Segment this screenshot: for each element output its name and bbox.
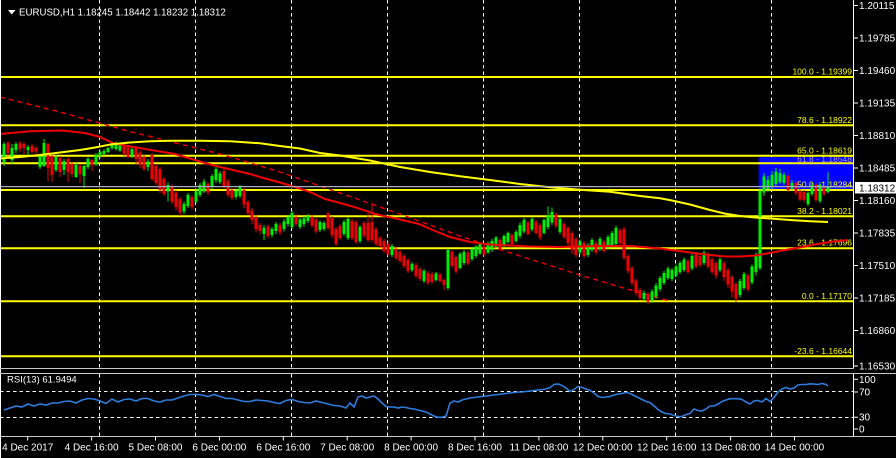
svg-text:0.0 - 1.17170: 0.0 - 1.17170	[802, 291, 852, 301]
svg-text:6 Dec 16:00: 6 Dec 16:00	[256, 443, 310, 454]
svg-text:1.16530: 1.16530	[859, 362, 896, 373]
svg-text:1.17835: 1.17835	[859, 229, 896, 240]
svg-text:38.2 - 1.18021: 38.2 - 1.18021	[797, 206, 852, 216]
svg-text:78.6 - 1.18922: 78.6 - 1.18922	[797, 115, 852, 125]
svg-text:4 Dec 16:00: 4 Dec 16:00	[65, 443, 119, 454]
svg-text:100: 100	[859, 375, 876, 386]
svg-text:RSI(13) 61.9494: RSI(13) 61.9494	[7, 375, 77, 386]
svg-text:14 Dec 00:00: 14 Dec 00:00	[765, 443, 825, 454]
svg-text:65.0 - 1.18619: 65.0 - 1.18619	[797, 145, 852, 155]
svg-text:1.16860: 1.16860	[859, 326, 896, 337]
svg-text:5 Dec 08:00: 5 Dec 08:00	[129, 443, 183, 454]
svg-text:4 Dec 2017: 4 Dec 2017	[2, 443, 54, 454]
svg-text:1.20115: 1.20115	[859, 1, 895, 12]
svg-text:EURUSD,H1 1.18245 1.18442 1.1: EURUSD,H1 1.18245 1.18442 1.18232 1.1831…	[19, 8, 226, 19]
svg-text:1.19135: 1.19135	[859, 99, 896, 110]
svg-text:1.19785: 1.19785	[859, 34, 896, 45]
svg-text:70: 70	[859, 388, 871, 399]
svg-text:12 Dec 00:00: 12 Dec 00:00	[573, 443, 633, 454]
svg-text:1.19460: 1.19460	[859, 66, 896, 77]
svg-text:1.18485: 1.18485	[859, 164, 896, 175]
svg-text:7 Dec 08:00: 7 Dec 08:00	[320, 443, 374, 454]
svg-text:0: 0	[859, 425, 865, 436]
svg-text:1.17510: 1.17510	[859, 261, 896, 272]
svg-text:13 Dec 08:00: 13 Dec 08:00	[701, 443, 761, 454]
svg-text:50.0 - 1.18284: 50.0 - 1.18284	[797, 180, 852, 190]
svg-text:12 Dec 16:00: 12 Dec 16:00	[637, 443, 697, 454]
svg-text:1.18312: 1.18312	[859, 184, 896, 195]
svg-text:30: 30	[859, 413, 871, 424]
svg-text:61.8 - 1.18548: 61.8 - 1.18548	[797, 154, 852, 164]
svg-text:1.18810: 1.18810	[859, 131, 896, 142]
svg-text:1.17185: 1.17185	[859, 294, 896, 305]
svg-text:-23.6 - 1.16644: -23.6 - 1.16644	[794, 346, 852, 356]
svg-text:100.0 - 1.19399: 100.0 - 1.19399	[792, 67, 852, 77]
svg-text:1.18160: 1.18160	[859, 196, 896, 207]
svg-text:8 Dec 00:00: 8 Dec 00:00	[384, 443, 438, 454]
svg-text:8 Dec 16:00: 8 Dec 16:00	[448, 443, 502, 454]
svg-text:11 Dec 08:00: 11 Dec 08:00	[510, 443, 569, 454]
svg-text:6 Dec 00:00: 6 Dec 00:00	[192, 443, 246, 454]
